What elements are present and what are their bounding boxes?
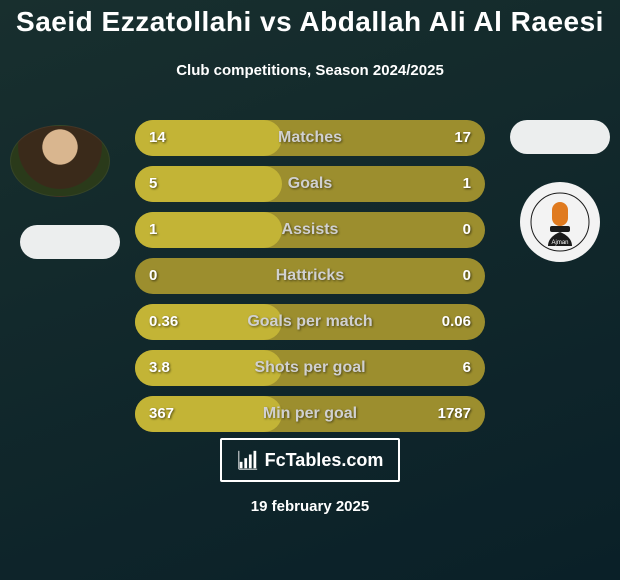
player-left-club-oval — [20, 225, 120, 259]
comparison-infographic: Saeid Ezzatollahi vs Abdallah Ali Al Rae… — [0, 0, 620, 580]
svg-text:Ajman: Ajman — [551, 240, 568, 246]
player-left-avatar — [10, 125, 110, 197]
stat-label: Goals per match — [135, 304, 485, 340]
stat-label: Shots per goal — [135, 350, 485, 386]
player-right-club-oval — [510, 120, 610, 154]
player-right-club-logo: Ajman — [520, 182, 600, 262]
stat-row: 3671787Min per goal — [135, 396, 485, 432]
subtitle: Club competitions, Season 2024/2025 — [0, 62, 620, 79]
footer-date: 19 february 2025 — [0, 498, 620, 515]
stat-label: Hattricks — [135, 258, 485, 294]
bar-chart-icon — [237, 449, 259, 471]
stat-label: Goals — [135, 166, 485, 202]
stat-bars: 1417Matches 51Goals 10Assists 00Hattricks 0.… — [135, 120, 485, 442]
ajman-club-icon: Ajman — [530, 192, 590, 252]
footer-brand-text: FcTables.com — [265, 450, 384, 471]
stat-row: 3.86Shots per goal — [135, 350, 485, 386]
page-title: Saeid Ezzatollahi vs Abdallah Ali Al Rae… — [0, 6, 620, 38]
stat-label: Assists — [135, 212, 485, 248]
stat-row: 1417Matches — [135, 120, 485, 156]
stat-row: 51Goals — [135, 166, 485, 202]
stat-row: 00Hattricks — [135, 258, 485, 294]
stat-row: 10Assists — [135, 212, 485, 248]
stat-label: Min per goal — [135, 396, 485, 432]
stat-row: 0.360.06Goals per match — [135, 304, 485, 340]
stat-label: Matches — [135, 120, 485, 156]
footer-brand-box: FcTables.com — [220, 438, 400, 482]
